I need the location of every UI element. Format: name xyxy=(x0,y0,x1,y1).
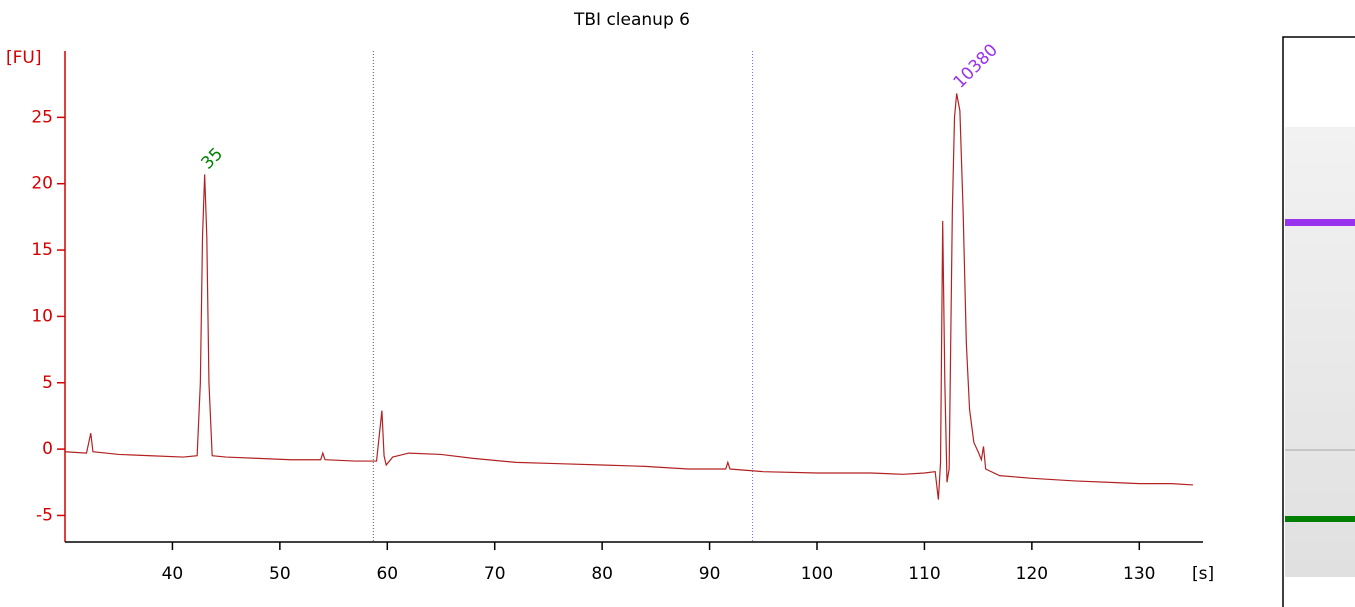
chart-title: TBI cleanup 6 xyxy=(573,10,690,30)
x-tick-label: 80 xyxy=(591,564,613,584)
peak-label: 10380 xyxy=(950,40,1002,92)
gel-lane xyxy=(1282,36,1355,607)
x-tick-label: 100 xyxy=(801,564,833,584)
y-tick-label: 25 xyxy=(31,107,53,127)
x-tick-label: 40 xyxy=(162,564,184,584)
y-tick-label: 15 xyxy=(31,240,53,260)
y-tick-label: 10 xyxy=(31,306,53,326)
x-tick-label: 110 xyxy=(908,564,940,584)
peak-label: 35 xyxy=(198,144,227,173)
y-tick-label: 5 xyxy=(42,373,53,393)
x-tick-label: 60 xyxy=(376,564,398,584)
x-tick-label: 120 xyxy=(1016,564,1048,584)
x-tick-label: 130 xyxy=(1123,564,1155,584)
trace xyxy=(64,93,1194,500)
y-tick-label: 20 xyxy=(31,174,53,194)
x-axis-label: [s] xyxy=(1192,564,1214,584)
y-tick-label: 0 xyxy=(42,439,53,459)
y-axis-label: [FU] xyxy=(6,48,42,68)
y-tick-label: -5 xyxy=(36,505,53,525)
x-tick-label: 70 xyxy=(484,564,506,584)
x-tick-label: 90 xyxy=(699,564,721,584)
x-tick-label: 50 xyxy=(269,564,291,584)
